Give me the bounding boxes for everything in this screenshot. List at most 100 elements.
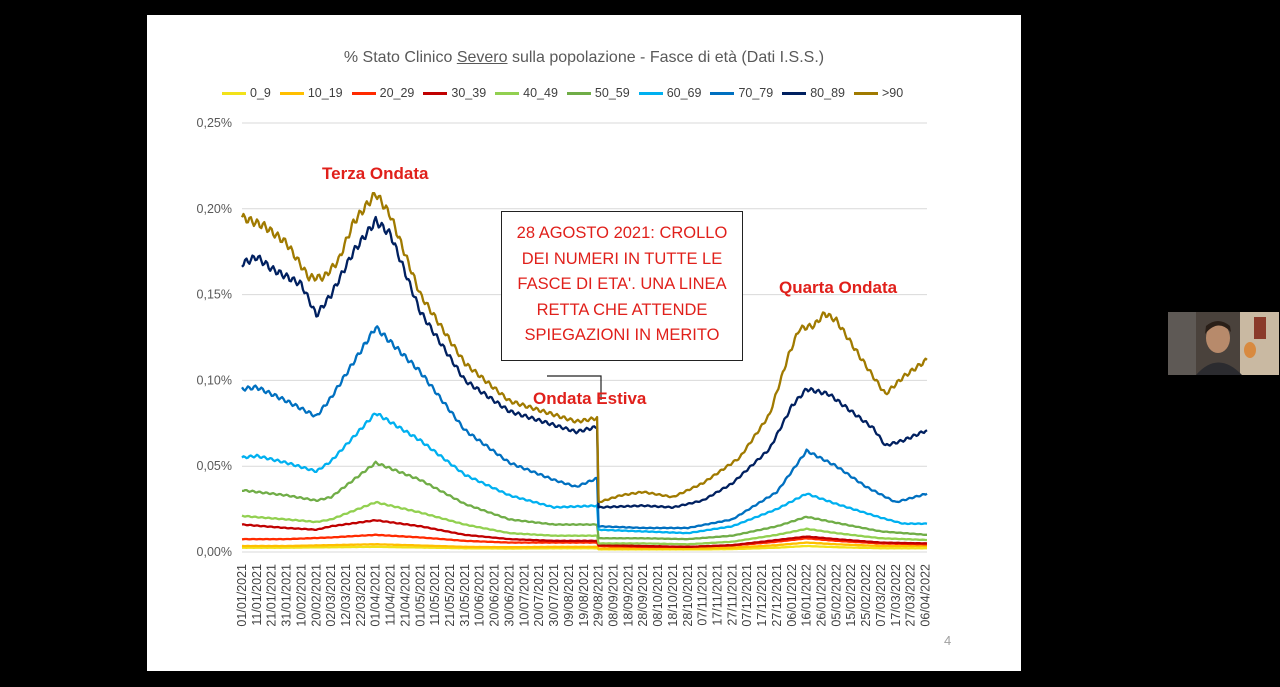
annotation-terza-ondata: Terza Ondata (322, 164, 429, 183)
page-number: 4 (944, 633, 952, 648)
x-tick-label: 07/12/2021 (740, 564, 754, 627)
x-tick-label: 28/09/2021 (636, 564, 650, 627)
legend-item: 80_89 (782, 86, 845, 100)
annotation-ondata-estiva: Ondata Estiva (533, 389, 647, 408)
legend-item: 0_9 (222, 86, 271, 100)
x-tick-label: 01/01/2021 (235, 564, 249, 627)
y-tick-label: 0,20% (197, 202, 232, 216)
x-tick-label: 19/08/2021 (577, 564, 591, 627)
x-tick-label: 08/09/2021 (606, 564, 620, 627)
legend-swatch (566, 92, 591, 96)
x-tick-label: 06/01/2022 (785, 564, 799, 627)
annotation-callout-box: 28 AGOSTO 2021: CROLLO DEI NUMERI IN TUT… (501, 211, 743, 361)
y-tick-label: 0,10% (197, 373, 232, 387)
callout-line: DEI NUMERI IN TUTTE LE (521, 249, 723, 268)
x-tick-label: 10/02/2021 (294, 564, 308, 627)
legend-swatch (423, 92, 448, 96)
x-tick-label: 12/03/2021 (339, 564, 353, 627)
y-tick-label: 0,15% (197, 288, 232, 302)
webcam-image (1168, 312, 1279, 375)
x-tick-label: 20/02/2021 (309, 564, 323, 627)
legend-label: 60_69 (666, 86, 702, 100)
x-tick-label: 07/11/2021 (696, 564, 710, 626)
legend-swatch (351, 92, 376, 96)
legend-item: 50_59 (566, 86, 630, 100)
x-tick-label: 11/01/2021 (250, 564, 264, 626)
series-line-50_59 (242, 460, 927, 541)
x-tick-label: 30/06/2021 (502, 564, 516, 627)
x-tick-label: 21/05/2021 (443, 564, 457, 627)
x-tick-label: 28/10/2021 (681, 564, 695, 627)
series-line-70_79 (241, 325, 928, 530)
legend-swatch (638, 92, 663, 96)
x-tick-label: 22/03/2021 (354, 564, 368, 627)
series-line-60_69 (241, 412, 928, 535)
legend-swatch (222, 92, 246, 96)
legend-label: 40_49 (523, 86, 558, 100)
x-tick-label: 08/10/2021 (651, 564, 665, 627)
legend-swatch (495, 92, 520, 96)
x-tick-label: 01/04/2021 (369, 564, 383, 627)
legend-label: 70_79 (738, 86, 774, 100)
y-tick-label: 0,00% (197, 545, 232, 559)
x-tick-label: 25/02/2022 (859, 564, 873, 627)
presentation-slide: % Stato Clinico Severo sulla popolazione… (147, 15, 1021, 671)
legend-swatch (710, 92, 735, 96)
annotation-quarta-ondata: Quarta Ondata (779, 278, 898, 297)
legend-label: 20_29 (379, 86, 415, 100)
callout-line: RETTA CHE ATTENDE (536, 300, 708, 319)
series-line-40_49 (241, 500, 927, 546)
series-line-10_19 (241, 541, 927, 550)
x-tick-label: 29/08/2021 (592, 564, 606, 627)
x-tick-label: 18/10/2021 (666, 564, 680, 627)
x-tick-label: 31/05/2021 (458, 564, 472, 627)
x-tick-label: 31/01/2021 (280, 564, 294, 627)
x-tick-label: 07/03/2022 (874, 564, 888, 627)
series-line-30_39 (241, 519, 928, 548)
x-tick-label: 17/03/2022 (889, 564, 903, 627)
x-tick-label: 05/02/2022 (829, 564, 843, 627)
chart-legend: 0_9 10_19 20_29 30_39 40_49 50_59 60_69 70_79 80… (222, 86, 912, 100)
series-line-80_89 (241, 215, 928, 509)
legend-swatch (853, 92, 878, 96)
callout-line: SPIEGAZIONI IN MERITO (524, 326, 720, 344)
x-tick-label: 01/05/2021 (413, 564, 427, 627)
x-tick-label: 06/04/2022 (919, 564, 933, 627)
legend-label: 30_39 (451, 86, 487, 100)
x-tick-label: 27/12/2021 (770, 564, 784, 627)
legend-item: 10_19 (279, 86, 343, 100)
legend-item: 40_49 (495, 86, 558, 100)
chart-title: % Stato Clinico Severo sulla popolazione… (343, 49, 825, 66)
y-tick-label: 0,05% (197, 459, 232, 473)
legend-item: 30_39 (423, 86, 486, 100)
legend-label: 50_59 (594, 86, 630, 100)
x-tick-label: 21/01/2021 (265, 564, 279, 627)
legend-label: 0_9 (250, 86, 271, 100)
x-tick-label: 11/05/2021 (428, 564, 442, 626)
x-tick-label: 17/11/2021 (710, 564, 724, 626)
legend-item: 20_29 (351, 86, 415, 100)
y-tick-label: 0,25% (197, 116, 232, 130)
legend-swatch (782, 92, 807, 96)
x-tick-label: 27/03/2022 (904, 564, 918, 627)
x-tick-label: 16/01/2022 (800, 564, 814, 627)
legend-label: >90 (881, 86, 904, 100)
x-tick-label: 09/08/2021 (562, 564, 576, 627)
legend-swatch (279, 92, 304, 96)
callout-line: 28 AGOSTO 2021: CROLLO (516, 224, 728, 242)
series-line-0_9 (242, 544, 927, 551)
x-tick-label: 02/03/2021 (324, 564, 338, 627)
x-tick-label: 27/11/2021 (725, 564, 739, 626)
legend-label: 10_19 (307, 86, 343, 100)
x-tick-label: 20/07/2021 (532, 564, 546, 627)
x-tick-label: 11/04/2021 (384, 564, 398, 626)
x-tick-label: 21/04/2021 (398, 564, 412, 627)
webcam-thumbnail (1168, 312, 1279, 375)
x-tick-label: 18/09/2021 (621, 564, 635, 627)
series-line->90 (240, 191, 928, 504)
x-tick-label: 17/12/2021 (755, 564, 769, 627)
x-tick-label: 26/01/2022 (815, 564, 829, 627)
callout-line: FASCE DI ETA'. UNA LINEA (517, 275, 727, 293)
x-tick-label: 10/07/2021 (517, 564, 531, 627)
x-tick-label: 15/02/2022 (844, 564, 858, 627)
